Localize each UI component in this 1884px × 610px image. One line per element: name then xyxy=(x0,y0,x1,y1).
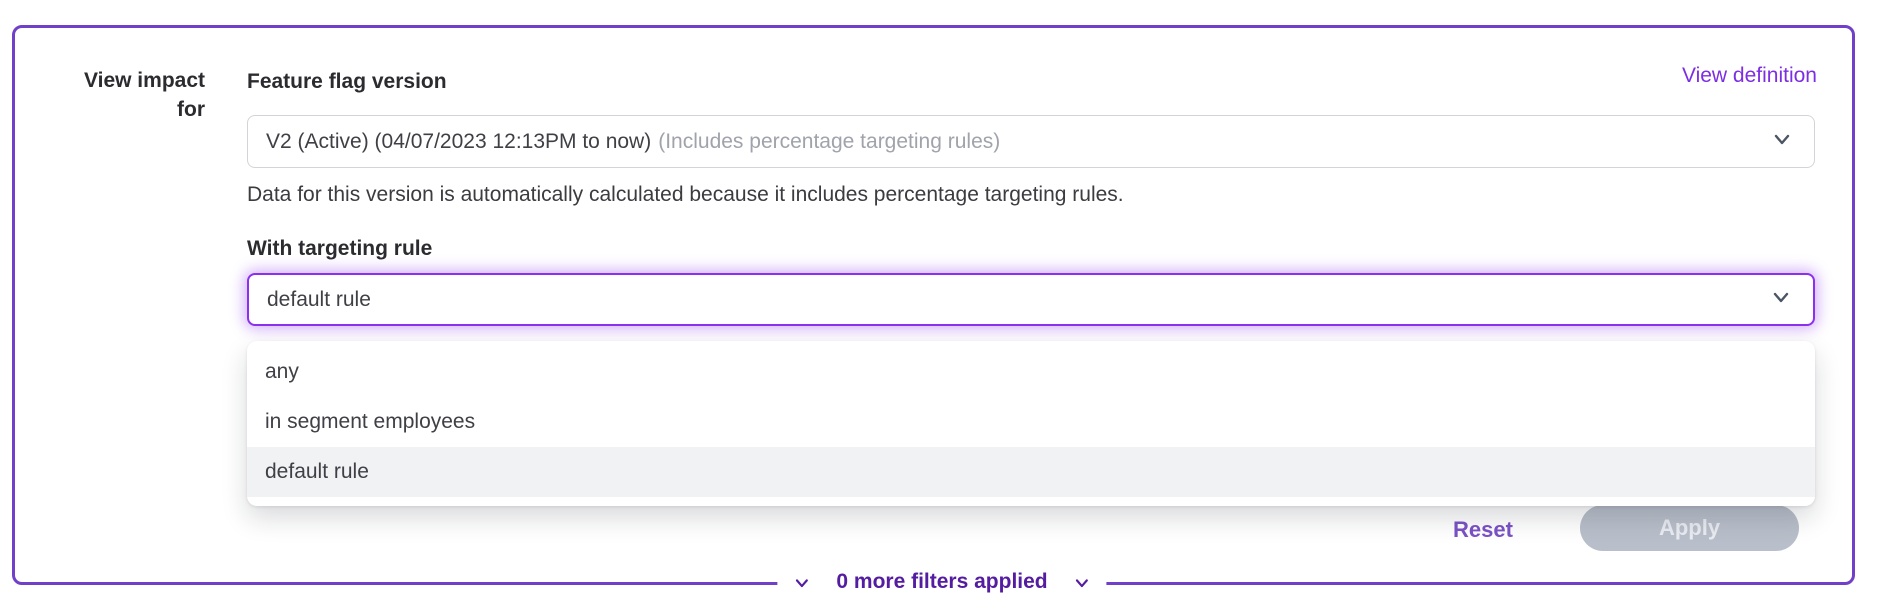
version-helper-text: Data for this version is automatically c… xyxy=(247,183,1124,206)
chevron-down-icon xyxy=(1770,127,1794,157)
filters-panel: View impact for View definition Feature … xyxy=(12,25,1855,585)
feature-flag-version-label: Feature flag version xyxy=(247,70,447,93)
option-in-segment-employees[interactable]: in segment employees xyxy=(265,410,476,433)
reset-button[interactable]: Reset xyxy=(1435,509,1531,551)
option-default-rule[interactable]: default rule xyxy=(247,447,1815,497)
targeting-rule-value: default rule xyxy=(267,287,371,311)
more-filters-toggle[interactable]: 0 more filters applied xyxy=(777,566,1107,598)
targeting-rule-select[interactable]: default rule xyxy=(247,273,1815,326)
chevron-down-icon xyxy=(793,574,810,591)
chevron-down-icon xyxy=(1769,285,1793,315)
feature-flag-version-value: V2 (Active) (04/07/2023 12:13PM to now) xyxy=(266,129,652,153)
view-definition-link[interactable]: View definition xyxy=(1681,64,1817,87)
chevron-down-icon xyxy=(1074,574,1091,591)
targeting-rule-listbox: any in segment employees default rule xyxy=(247,341,1815,506)
more-filters-label: 0 more filters applied xyxy=(836,570,1048,593)
option-any[interactable]: any xyxy=(265,360,299,383)
apply-button[interactable]: Apply xyxy=(1580,505,1799,551)
feature-flag-version-select[interactable]: V2 (Active) (04/07/2023 12:13PM to now) … xyxy=(247,115,1815,168)
targeting-rule-label: With targeting rule xyxy=(247,237,433,260)
view-impact-label: View impact for xyxy=(84,69,205,121)
feature-flag-version-note: (Includes percentage targeting rules) xyxy=(658,129,1001,153)
